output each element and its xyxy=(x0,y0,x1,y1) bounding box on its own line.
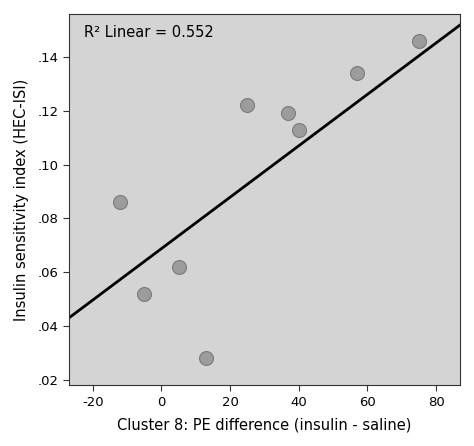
Point xyxy=(285,110,292,117)
Point xyxy=(175,263,182,270)
Text: R² Linear = 0.552: R² Linear = 0.552 xyxy=(84,25,214,40)
Point xyxy=(117,199,124,206)
Point xyxy=(295,126,302,133)
Y-axis label: Insulin sensitivity index (HEC-ISI): Insulin sensitivity index (HEC-ISI) xyxy=(14,78,29,321)
Point xyxy=(415,37,423,44)
X-axis label: Cluster 8: PE difference (insulin - saline): Cluster 8: PE difference (insulin - sali… xyxy=(117,417,411,432)
Point xyxy=(353,70,361,77)
Point xyxy=(202,355,210,362)
Point xyxy=(140,290,148,297)
Point xyxy=(244,102,251,109)
